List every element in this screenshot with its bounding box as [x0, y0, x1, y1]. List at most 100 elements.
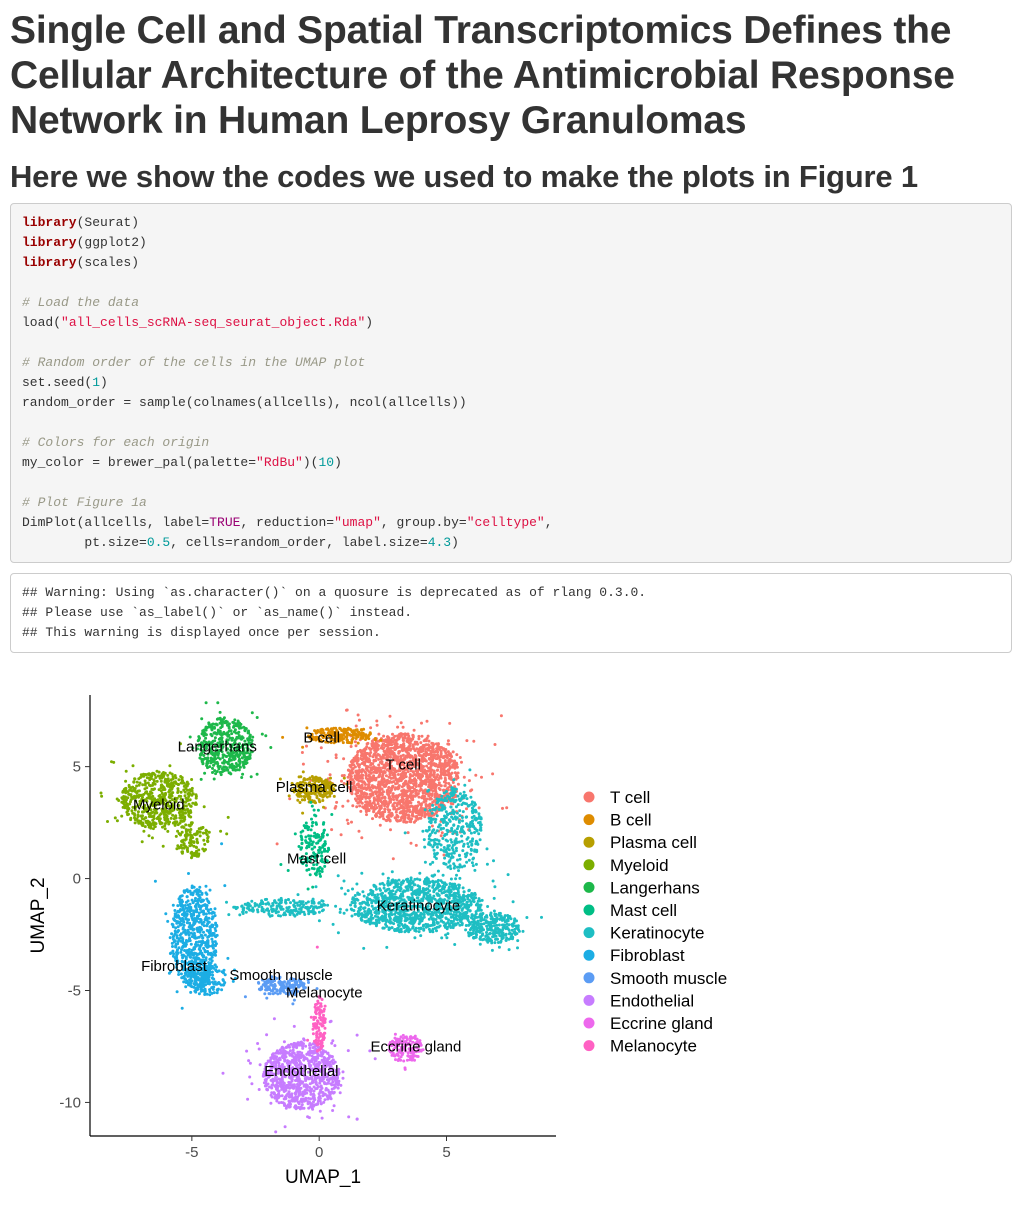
data-point	[436, 921, 440, 925]
data-point	[395, 918, 399, 922]
data-point	[427, 884, 431, 888]
data-point	[148, 814, 152, 818]
data-point	[439, 749, 443, 753]
data-point	[209, 732, 213, 736]
data-point	[123, 795, 127, 799]
data-point	[379, 800, 383, 803]
data-point	[367, 746, 371, 750]
data-point	[124, 779, 128, 783]
data-point	[401, 770, 405, 774]
data-point	[364, 774, 368, 778]
data-point	[453, 943, 457, 946]
data-point	[401, 749, 405, 753]
data-point	[142, 829, 146, 833]
data-point	[381, 802, 385, 805]
data-point	[301, 762, 305, 766]
data-point	[427, 880, 431, 884]
data-point	[166, 781, 170, 785]
data-point	[422, 923, 425, 927]
data-point	[478, 838, 482, 842]
data-point	[174, 814, 178, 818]
data-point	[203, 842, 207, 846]
data-point	[336, 874, 340, 878]
data-point	[225, 720, 229, 724]
data-point	[325, 740, 329, 744]
data-point	[227, 726, 231, 730]
data-point	[361, 757, 365, 761]
data-point	[353, 765, 357, 769]
data-point	[471, 899, 475, 903]
data-point	[392, 780, 396, 784]
data-point	[307, 841, 311, 845]
data-point	[413, 928, 417, 932]
data-point	[249, 775, 253, 779]
data-point	[327, 734, 331, 738]
data-point	[452, 866, 456, 870]
data-point	[129, 818, 133, 822]
umap-points	[99, 701, 543, 1134]
data-point	[478, 942, 482, 946]
data-point	[431, 884, 435, 888]
data-point	[133, 816, 136, 820]
data-point	[382, 764, 386, 767]
data-point	[335, 800, 339, 804]
data-point	[378, 766, 382, 770]
data-point	[353, 732, 357, 736]
data-point	[457, 886, 461, 890]
data-point	[345, 908, 349, 912]
data-point	[442, 853, 446, 857]
data-point	[106, 820, 109, 823]
data-point	[310, 735, 313, 739]
data-point	[401, 809, 405, 813]
data-point	[225, 732, 229, 736]
data-point	[360, 762, 364, 765]
data-point	[407, 739, 410, 743]
data-point	[351, 887, 354, 891]
data-point	[470, 788, 474, 792]
data-point	[431, 747, 435, 750]
data-point	[135, 784, 139, 788]
data-point	[368, 775, 372, 779]
data-point	[454, 837, 458, 841]
data-point	[349, 790, 353, 794]
data-point	[418, 784, 422, 788]
data-point	[439, 765, 443, 769]
data-point	[237, 730, 241, 734]
data-point	[413, 753, 417, 757]
data-point	[363, 906, 367, 910]
data-point	[465, 903, 469, 907]
data-point	[467, 888, 471, 892]
data-point	[471, 864, 475, 868]
data-point	[455, 873, 458, 877]
data-point	[361, 805, 365, 809]
data-point	[357, 730, 361, 734]
data-point	[372, 799, 376, 803]
data-point	[378, 804, 381, 808]
data-point	[470, 848, 473, 852]
data-point	[436, 915, 440, 919]
data-point	[368, 731, 372, 735]
data-point	[443, 764, 447, 768]
data-point	[389, 755, 392, 759]
data-point	[470, 842, 474, 846]
data-point	[387, 810, 391, 814]
data-point	[395, 738, 399, 742]
data-point	[227, 759, 231, 763]
data-point	[456, 794, 460, 798]
code-token: # Colors for each origin	[22, 435, 210, 450]
data-point	[442, 747, 446, 751]
data-point	[456, 782, 460, 786]
data-point	[163, 780, 167, 784]
data-point	[408, 741, 412, 745]
data-point	[393, 787, 397, 791]
data-point	[212, 757, 216, 761]
data-point	[405, 801, 409, 805]
data-point	[110, 760, 113, 764]
data-point	[382, 749, 386, 753]
code-token: , group.by=	[380, 515, 467, 530]
data-point	[397, 750, 401, 754]
data-point	[425, 747, 429, 750]
data-point	[381, 814, 385, 818]
data-point	[419, 934, 423, 938]
data-point	[493, 743, 497, 746]
